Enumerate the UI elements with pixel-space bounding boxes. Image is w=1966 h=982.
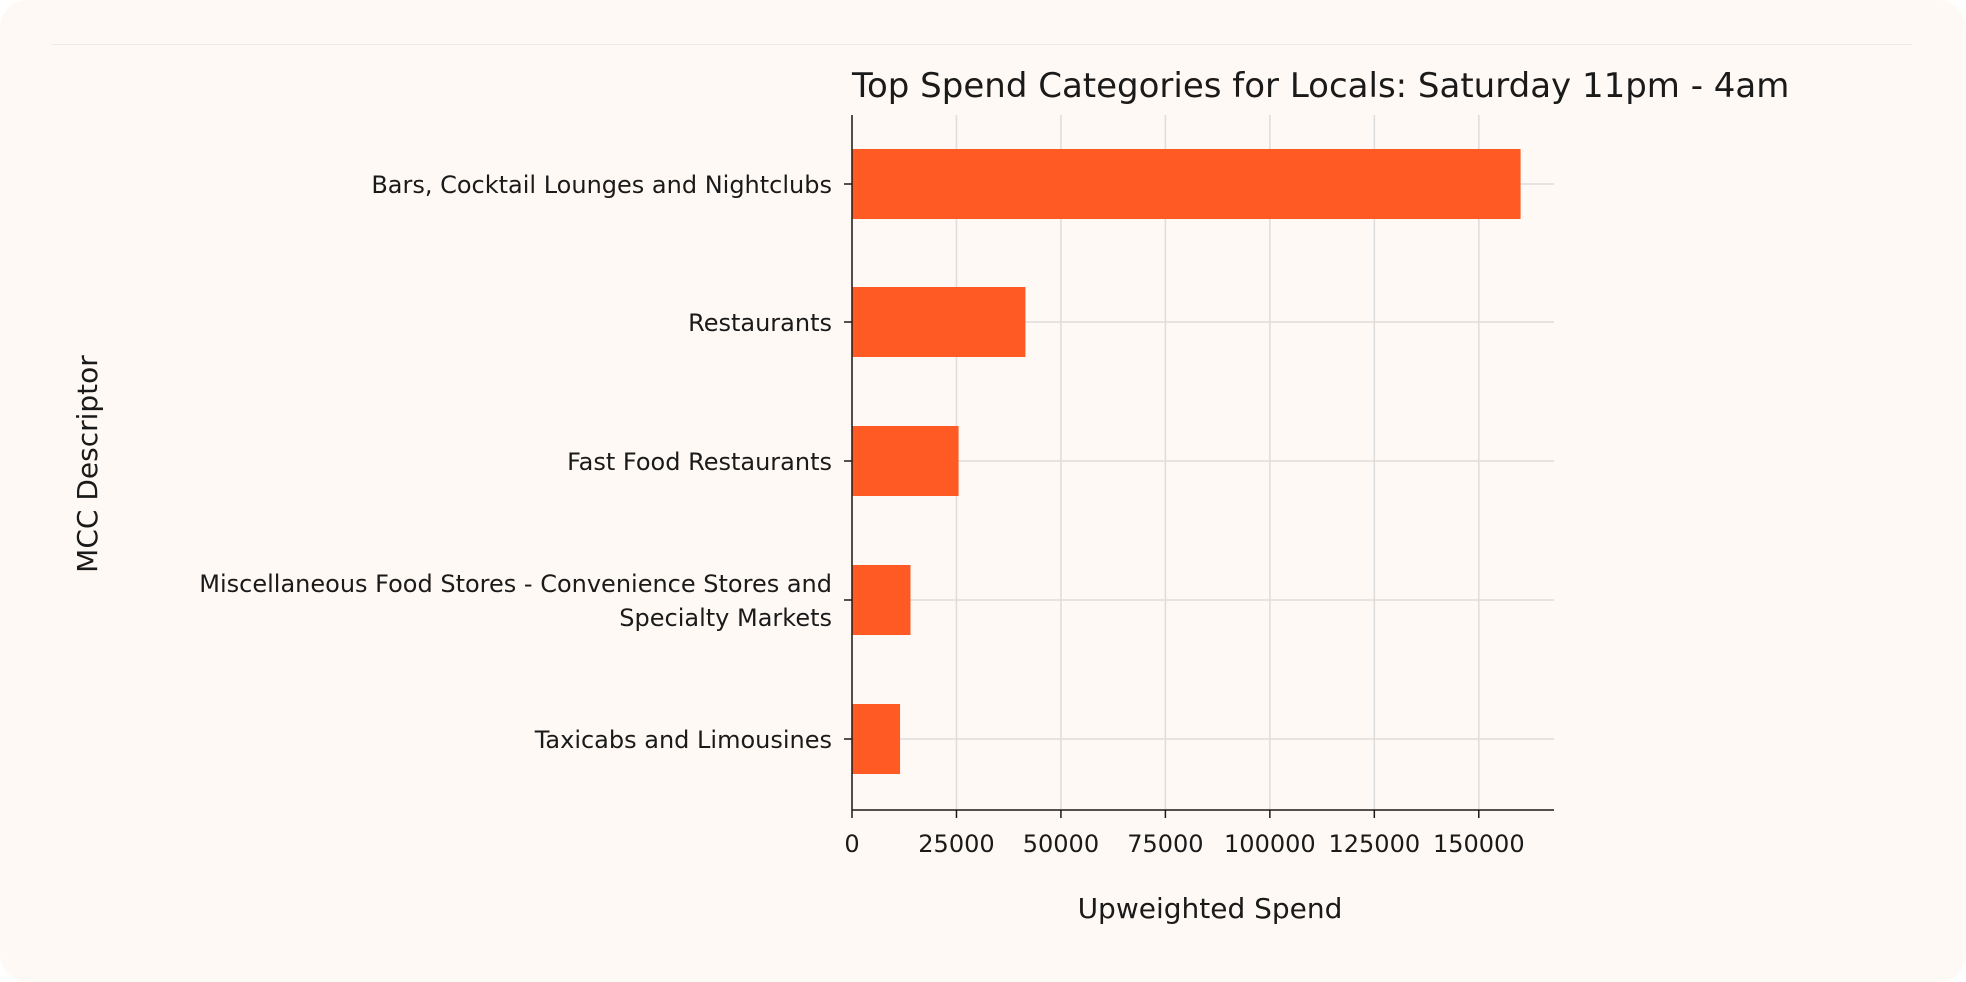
y-tick-label: Fast Food Restaurants <box>567 448 832 476</box>
axes <box>844 115 1554 818</box>
y-tick-label: Bars, Cocktail Lounges and Nightclubs <box>371 171 832 199</box>
labels: 0 25000 50000 75000 100000 125000 150000 Bars, … <box>199 171 1524 858</box>
bar <box>852 149 1521 219</box>
x-tick-label: 150000 <box>1433 830 1525 858</box>
x-tick-label: 25000 <box>918 830 994 858</box>
chart-title: Top Spend Categories for Locals: Saturda… <box>851 66 1789 106</box>
x-tick-label: 125000 <box>1329 830 1421 858</box>
bar <box>852 426 959 496</box>
bar <box>852 704 901 774</box>
y-tick-label-line: Specialty Markets <box>619 604 832 632</box>
y-tick-label: Miscellaneous Food Stores - Convenience … <box>199 570 832 632</box>
y-axis-label: MCC Descriptor <box>71 355 104 573</box>
top-divider <box>52 44 1912 45</box>
y-tick-label-line: Taxicabs and Limousines <box>534 726 832 754</box>
y-tick-label: Taxicabs and Limousines <box>534 726 832 754</box>
x-tick-label: 0 <box>844 830 859 858</box>
y-tick-label: Restaurants <box>688 309 832 337</box>
x-axis-label: Upweighted Spend <box>1078 892 1343 925</box>
bar <box>852 565 911 635</box>
x-tick-label: 100000 <box>1224 830 1316 858</box>
x-tick-label: 50000 <box>1023 830 1099 858</box>
bar <box>852 287 1026 357</box>
y-tick-label-line: Bars, Cocktail Lounges and Nightclubs <box>371 171 832 199</box>
x-tick-label: 75000 <box>1127 830 1203 858</box>
y-tick-label-line: Miscellaneous Food Stores - Convenience … <box>199 570 832 598</box>
bars <box>852 149 1521 774</box>
y-tick-label-line: Restaurants <box>688 309 832 337</box>
y-tick-label-line: Fast Food Restaurants <box>567 448 832 476</box>
